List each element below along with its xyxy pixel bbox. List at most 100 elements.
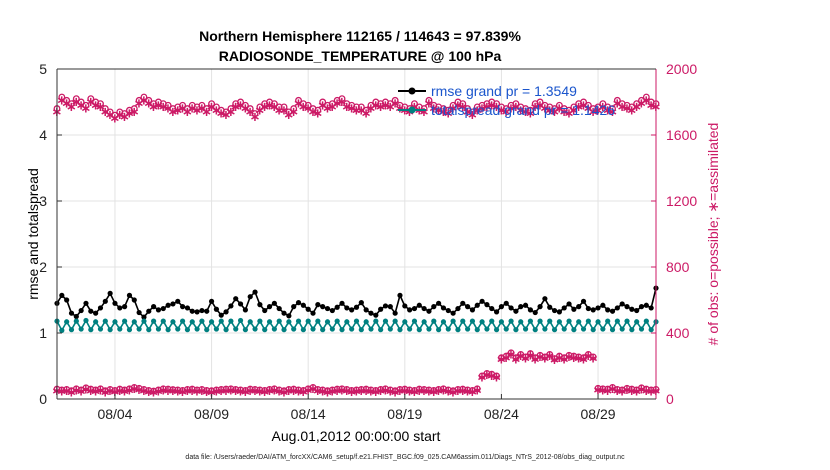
point-assimilated_low: ∗ [414, 383, 425, 398]
point-rmse [436, 300, 442, 306]
point-possible_low [623, 384, 631, 392]
point-assimilated: ∗ [283, 107, 294, 122]
point-assimilated_low: ∗ [245, 383, 256, 398]
point-assimilated_low: ∗ [250, 383, 261, 398]
point-possible [628, 103, 636, 111]
point-rmse [151, 304, 157, 310]
point-assimilated: ∗ [240, 101, 251, 116]
y-tick-label-right: 800 [666, 259, 690, 275]
point-assimilated_low: ∗ [399, 383, 410, 398]
point-assimilated_low: ∗ [196, 383, 207, 398]
series-rmse [54, 285, 659, 320]
point-rmse [305, 306, 311, 312]
point-rmse [474, 302, 480, 308]
point-assimilated: ∗ [539, 101, 550, 116]
point-assimilated: ∗ [182, 104, 193, 119]
point-rmse [503, 300, 509, 306]
point-assimilated_low: ∗ [428, 384, 439, 399]
point-totalspread [310, 326, 316, 332]
point-rmse [204, 308, 210, 314]
point-assimilated_low: ∗ [327, 384, 338, 399]
point-totalspread [402, 319, 408, 325]
point-possible_low [285, 385, 293, 393]
point-assimilated_low: ∗ [617, 384, 628, 399]
point-assimilated_low: ∗ [201, 384, 212, 399]
point-possible_low [353, 386, 360, 394]
point-totalspread [440, 319, 447, 325]
point-rmse [83, 300, 89, 306]
point-assimilated: ∗ [366, 101, 377, 116]
point-assimilated_low: ∗ [452, 383, 463, 398]
point-assimilated: ∗ [593, 102, 604, 117]
point-totalspread [213, 326, 220, 332]
point-assimilated_low: ∗ [612, 383, 623, 398]
point-possible [357, 103, 365, 111]
point-totalspread [146, 327, 152, 333]
series-assimilated_low: ∗∗∗∗∗∗∗∗∗∗∗∗∗∗∗∗∗∗∗∗∗∗∗∗∗∗∗∗∗∗∗∗∗∗∗∗∗∗∗∗… [52, 346, 662, 399]
point-assimilated_low: ∗ [510, 351, 521, 366]
point-rmse [426, 308, 432, 314]
point-rmse [68, 310, 75, 316]
point-assimilated: ∗ [530, 99, 541, 114]
point-assimilated_low: ∗ [481, 367, 492, 382]
point-assimilated: ∗ [452, 97, 463, 112]
point-possible [425, 96, 433, 104]
point-rmse [590, 307, 596, 313]
point-assimilated_low: ∗ [472, 382, 483, 397]
point-rmse [228, 303, 234, 309]
point-assimilated_low: ∗ [539, 351, 550, 366]
point-assimilated: ∗ [327, 99, 338, 114]
point-possible_low [169, 386, 177, 394]
point-assimilated: ∗ [163, 101, 174, 116]
point-assimilated: ∗ [206, 99, 217, 114]
point-assimilated_low: ∗ [187, 383, 198, 398]
y-tick-label-left: 4 [39, 127, 47, 143]
point-assimilated: ∗ [380, 97, 391, 112]
point-totalspread [300, 327, 306, 333]
point-totalspread [247, 319, 253, 325]
point-rmse [411, 305, 418, 312]
point-assimilated_low: ∗ [622, 382, 633, 397]
series-totalspread [54, 317, 659, 333]
point-possible [536, 98, 544, 106]
point-totalspread [339, 327, 345, 333]
point-assimilated_low: ∗ [530, 351, 541, 366]
point-possible [386, 100, 394, 108]
point-totalspread [131, 319, 137, 325]
point-rmse [88, 308, 94, 314]
point-possible_low [251, 385, 259, 393]
point-rmse [484, 302, 490, 308]
point-rmse [199, 307, 205, 314]
point-rmse [489, 305, 495, 312]
point-assimilated: ∗ [395, 101, 406, 116]
point-possible [411, 100, 418, 108]
point-assimilated: ∗ [332, 96, 343, 111]
point-possible_low [193, 386, 201, 394]
point-assimilated: ∗ [90, 97, 101, 112]
point-rmse [146, 308, 152, 314]
point-assimilated_low: ∗ [337, 382, 348, 397]
point-totalspread [344, 319, 350, 325]
point-assimilated: ∗ [515, 102, 526, 117]
point-totalspread [155, 326, 162, 332]
point-assimilated: ∗ [138, 92, 149, 107]
point-totalspread [73, 318, 79, 324]
point-possible_low [507, 349, 515, 357]
point-totalspread [551, 327, 558, 333]
point-totalspread [160, 318, 166, 324]
point-assimilated: ∗ [419, 104, 430, 119]
point-possible [183, 105, 191, 113]
point-assimilated: ∗ [235, 97, 246, 112]
point-assimilated_low: ∗ [163, 383, 174, 398]
point-possible [145, 96, 153, 104]
point-possible_low [232, 385, 240, 393]
point-assimilated: ∗ [225, 104, 236, 119]
point-possible [227, 105, 235, 113]
point-assimilated: ∗ [71, 94, 82, 109]
point-assimilated: ∗ [409, 99, 420, 114]
point-totalspread [537, 318, 543, 324]
point-rmse [479, 298, 485, 304]
point-rmse [310, 310, 316, 316]
point-possible [609, 105, 616, 113]
y-axis-label-right: # of obs: o=possible; ∗=assimilated [705, 123, 721, 346]
